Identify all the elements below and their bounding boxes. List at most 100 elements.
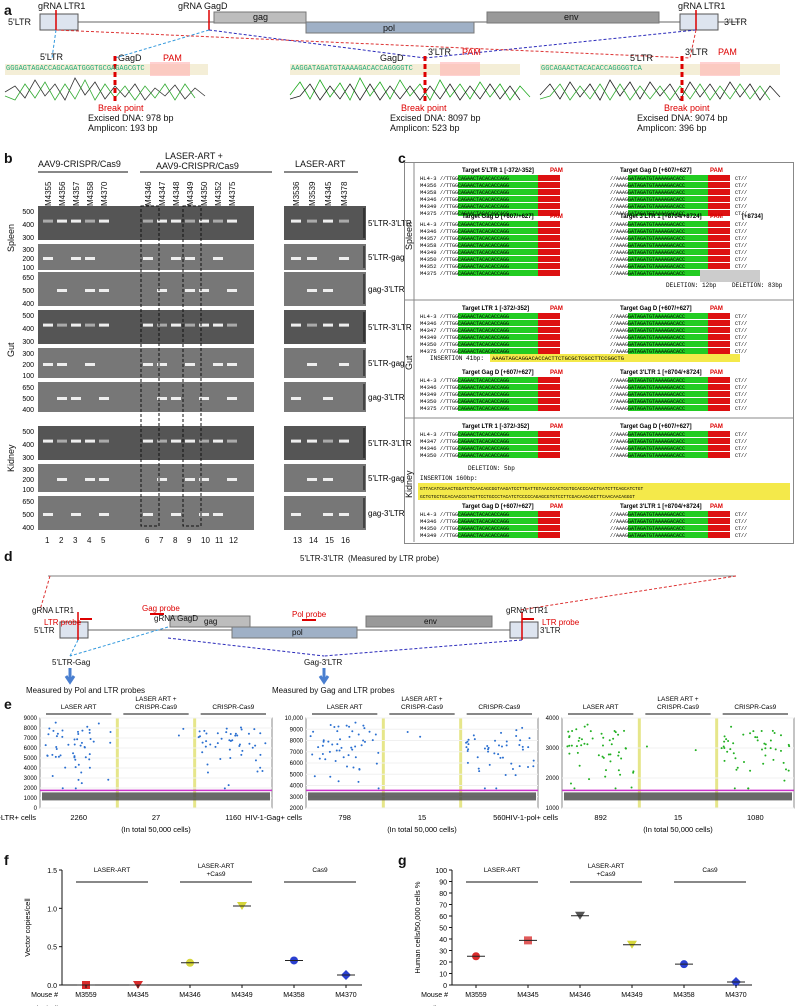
e-positive-event <box>327 740 330 743</box>
e-positive-event <box>645 745 648 748</box>
e-positive-event <box>73 738 76 741</box>
e-positive-event <box>311 753 314 756</box>
e-positive-event <box>764 754 767 757</box>
c-target-label: Target Gag D [+607/+627] <box>620 306 692 312</box>
c-green-target <box>628 182 708 188</box>
e-positive-event <box>336 743 339 746</box>
c-seq: //TTGGCAGAACTACACACCAGG <box>440 349 509 355</box>
e-positive-event <box>229 756 232 759</box>
c-seq: CT// <box>735 519 747 525</box>
e-group-label: LASER ART + <box>401 696 442 703</box>
c-seq: //TTGGCAGAACTACACACCAGG <box>440 432 509 438</box>
c-seq: //AAAGGATAGATGTAAAAGACACC <box>610 176 685 182</box>
c-red-pam <box>538 242 560 248</box>
e-positive-event <box>773 731 776 734</box>
e-positive-event <box>56 732 59 735</box>
e-positive-event <box>234 732 237 735</box>
a-c3-amplicon: Amplicon: 396 bp <box>637 123 707 133</box>
d-frag2-note: Measured by Gag and LTR probes <box>272 686 395 695</box>
e-positive-event <box>259 732 262 735</box>
d-gag-probe: Gag probe <box>142 604 180 613</box>
c-red-pam <box>708 235 730 241</box>
chart-xtick-label: M4345 <box>127 992 149 999</box>
c-red-pam <box>708 228 730 234</box>
c-dividers <box>404 162 793 542</box>
e-positive-event <box>723 747 726 750</box>
e-group-label: LASER ART + <box>657 696 698 703</box>
ladder-label: 200 <box>22 362 34 369</box>
c-seq: CT// <box>735 512 747 518</box>
e-positive-event <box>624 747 627 750</box>
ladder-label: 100 <box>22 265 34 272</box>
gel-band <box>143 323 153 327</box>
gel-band <box>227 323 237 327</box>
c-red-pam <box>708 189 730 195</box>
c-red-pam <box>708 384 730 390</box>
c-green-target <box>458 377 538 383</box>
e-positive-event <box>74 787 77 790</box>
e-positive-event <box>83 745 86 748</box>
c-seq: CT// <box>735 314 747 320</box>
a-c3-excised: Excised DNA: 9074 bp <box>637 113 728 123</box>
c-green-target <box>458 210 538 216</box>
e-positive-event <box>483 787 486 790</box>
gel-band <box>199 397 209 400</box>
e-positive-event <box>205 732 208 735</box>
e-positive-event <box>54 755 57 758</box>
e-positive-event <box>782 761 785 764</box>
a-c1-amplicon: Amplicon: 193 bp <box>88 123 158 133</box>
e-positive-event <box>465 746 468 749</box>
c-seq-id: M4346 <box>420 445 437 452</box>
c-seq-id: HL4-3 <box>420 175 437 182</box>
e-positive-event <box>354 745 357 748</box>
e-ytick: 5000 <box>24 756 38 762</box>
c-green-target <box>458 175 538 181</box>
gel-band <box>339 363 349 366</box>
e-positive-event <box>227 784 230 787</box>
a-grna-ltr1-right: gRNA LTR1 <box>678 1 726 11</box>
gel-band <box>57 323 67 327</box>
c-seq: CT// <box>735 526 747 532</box>
c-seq-id: M4350 <box>420 256 437 263</box>
lane-highlight-box <box>140 205 160 527</box>
c-red-pam <box>538 532 560 538</box>
c-svg: Target 5'LTR 1 [-372/-352] PAM Target Gag … <box>418 168 790 539</box>
c-seq: //TTGGCAGAACTACACACCAGG <box>440 243 509 249</box>
e-positive-event <box>80 741 83 744</box>
c-seq: //TTGGCAGAACTACACACCAGG <box>440 512 509 518</box>
gel-band <box>57 397 67 400</box>
e-positive-event <box>568 735 571 738</box>
e-positive-event <box>577 739 580 742</box>
e-group-label: LASER ART <box>61 704 97 711</box>
gel-panel <box>284 426 366 460</box>
c-green-target <box>458 445 538 451</box>
gel-band <box>339 257 349 260</box>
e-positive-event <box>726 750 729 753</box>
c-seq: //AAAGGATAGATGTAAAAGACACC <box>610 328 685 334</box>
ladder-label: 300 <box>22 247 34 254</box>
c-seq: //AAAGGATAGATGTAAAAGACACC <box>610 264 685 270</box>
e-positive-event <box>76 738 79 741</box>
gel-band <box>157 397 167 400</box>
c-seq: //TTGGCAGAACTACACACCAGG <box>440 378 509 384</box>
e-total: (In total 50,000 cells) <box>387 825 457 834</box>
e-positive-event <box>225 731 228 734</box>
e-group-label: LASER ART <box>583 704 619 711</box>
b-lane-number: 4 <box>87 536 92 545</box>
c-ins160-seq2: GCTGTGCTGCACAACCGTAGTTCCTGCCCTACATCTCCCC… <box>420 494 635 500</box>
e-ytick: 7000 <box>24 736 38 742</box>
d-gag: gag <box>204 617 218 626</box>
c-target-label: Target 3'LTR 1 [+8704/+8724] <box>620 370 702 376</box>
chart-ytick-label: 30 <box>439 949 447 956</box>
b-lane-number: 10 <box>201 536 210 545</box>
e-positive-event <box>614 787 617 790</box>
e-positive-event <box>774 748 777 751</box>
chart-ytick-label: 1.0 <box>47 906 57 913</box>
c-red-pam <box>538 313 560 319</box>
a-5ltr: 5'LTR <box>8 17 32 27</box>
e-positive-event <box>602 736 605 739</box>
e-positive-event <box>749 769 752 772</box>
c-red-pam <box>708 445 730 451</box>
c-seq-id: M4356 <box>420 182 437 189</box>
e-positive-event <box>371 739 374 742</box>
